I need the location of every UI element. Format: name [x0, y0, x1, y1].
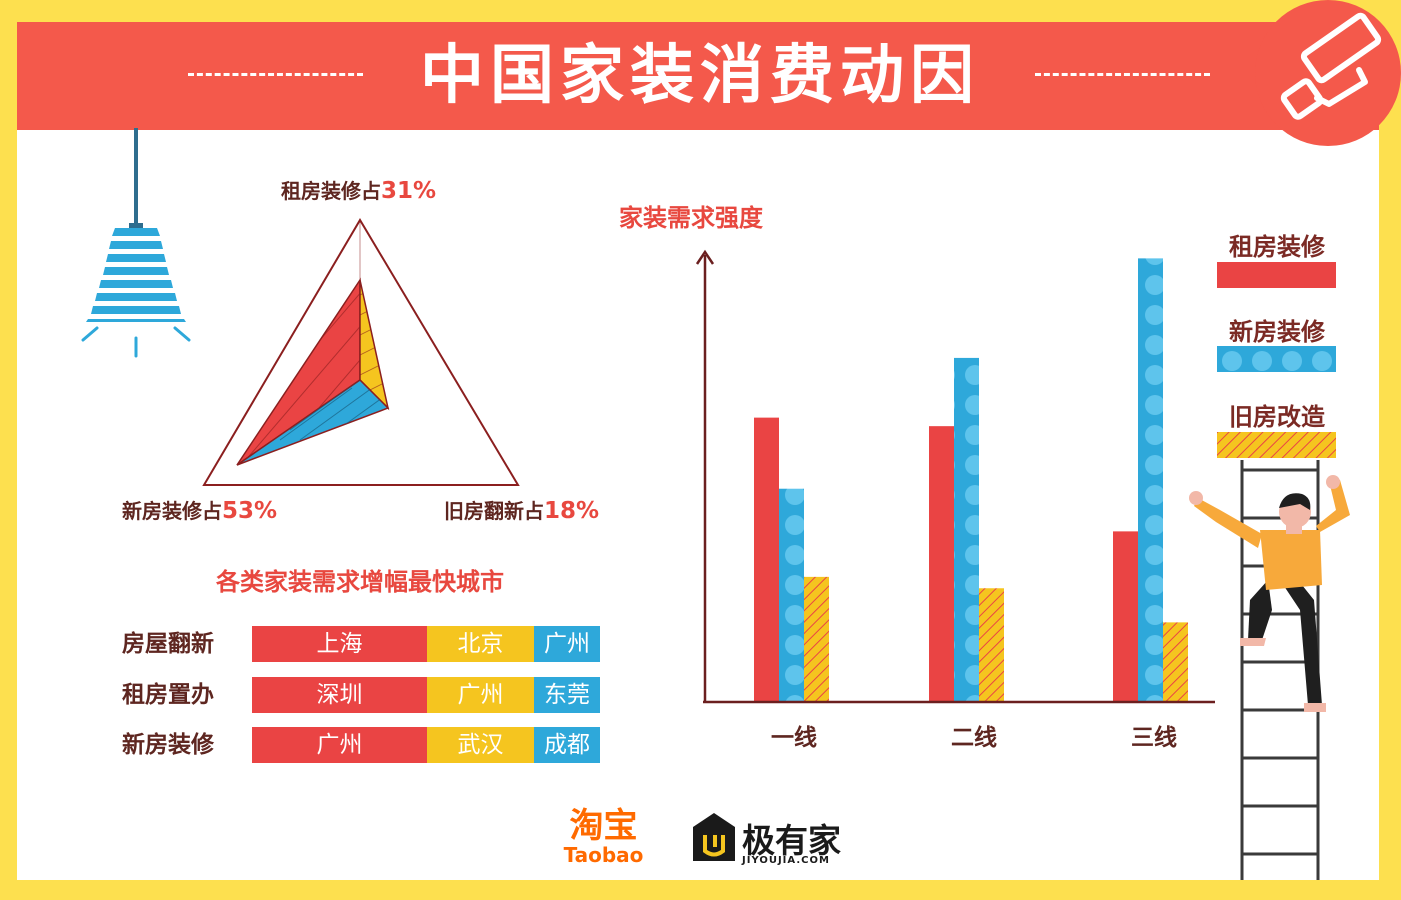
bar-new-house [954, 357, 979, 702]
city-row-label: 新房装修 [122, 732, 214, 758]
rental-share-region [236, 379, 390, 466]
legend-label-new-house: 新房装修 [1229, 318, 1325, 346]
taobao-logo-cn: 淘宝 [569, 806, 638, 846]
banner-dash-right [1035, 73, 1210, 76]
city-cell-second: 武汉 [427, 727, 534, 763]
taobao-logo: 淘宝 Taobao [556, 808, 651, 866]
city-row-label: 房屋翻新 [122, 631, 214, 657]
triangle-label-right: 旧房翻新占18% [444, 498, 600, 524]
triangle-label-top: 租房装修占31% [281, 178, 437, 204]
legend-label-rental: 租房装修 [1229, 233, 1325, 261]
jiyoujia-logo-icon [693, 813, 735, 861]
city-cell-third: 东莞 [534, 677, 600, 713]
legend-label-renovation: 旧房改造 [1229, 403, 1325, 431]
y-axis-arrow [695, 249, 715, 265]
bar-renovation [1163, 622, 1188, 702]
city-cell-first: 广州 [252, 727, 427, 763]
title-banner [17, 22, 1379, 130]
legend-swatch-renovation [1217, 432, 1336, 458]
lamp-icon [81, 128, 191, 358]
legend-swatch-new-house [1217, 346, 1336, 372]
bar-renovation [804, 576, 829, 702]
proportion-triangle [202, 218, 520, 486]
x-tick-label: 三线 [1131, 725, 1177, 751]
bars-layer [754, 258, 1188, 702]
city-cell-second: 北京 [427, 626, 534, 662]
bar-renovation [979, 588, 1004, 702]
taobao-logo-en: Taobao [563, 843, 644, 867]
city-cell-first: 上海 [252, 626, 427, 662]
jiyoujia-url: JIYOUJIA.COM [742, 855, 830, 866]
city-cell-first: 深圳 [252, 677, 427, 713]
bar-new-house [1138, 258, 1163, 702]
outer-triangle [202, 218, 520, 486]
legend-swatch-rental [1217, 262, 1336, 288]
bar-rental [929, 426, 954, 702]
city-cell-third: 广州 [534, 626, 600, 662]
page-title: 中国家装消费动因 [420, 39, 980, 113]
city-cell-second: 广州 [427, 677, 534, 713]
paint-roller-icon [1280, 12, 1382, 120]
chart-title: 家装需求强度 [619, 204, 763, 232]
bar-rental [754, 417, 779, 702]
triangle-label-left: 新房装修占53% [122, 498, 278, 524]
ladder-climber-illustration [1189, 460, 1350, 880]
jiyoujia-name: 极有家 [742, 821, 841, 860]
city-cell-third: 成都 [534, 727, 600, 763]
bar-new-house [779, 488, 804, 702]
bar-rental [1113, 531, 1138, 702]
x-tick-label: 二线 [951, 725, 997, 751]
city-row-label: 租房置办 [122, 682, 214, 708]
paint-roller-badge [1255, 0, 1401, 146]
cities-title: 各类家装需求增幅最快城市 [216, 568, 504, 596]
x-tick-label: 一线 [771, 725, 817, 751]
banner-dash-left [188, 73, 363, 76]
